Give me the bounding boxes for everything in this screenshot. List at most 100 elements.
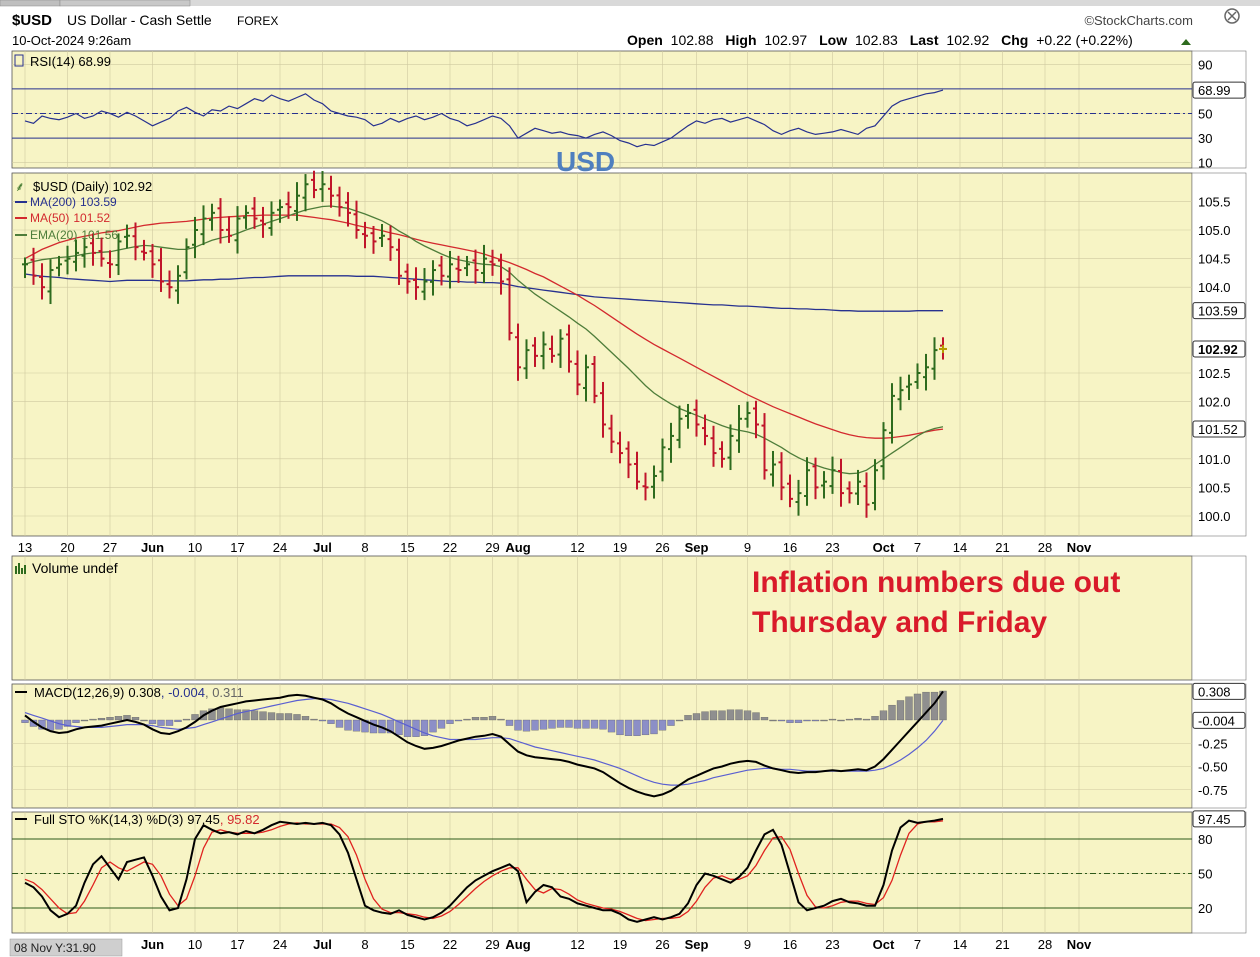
exchange: FOREX [237, 14, 278, 28]
macd-tick: -0.75 [1198, 783, 1228, 798]
x-axis-label: 26 [655, 540, 669, 555]
rsi-last-tag: 68.99 [1198, 83, 1231, 98]
x-axis-label: 28 [1038, 540, 1052, 555]
x-axis-label: 15 [400, 540, 414, 555]
x-axis-label: 10 [188, 937, 202, 952]
x-axis-label: 8 [361, 540, 368, 555]
instrument-name: US Dollar - Cash Settle [67, 12, 212, 28]
macd-histogram-bar [539, 719, 548, 730]
x-axis-label: 8 [361, 937, 368, 952]
x-axis-label: Nov [1067, 937, 1092, 952]
high-value: 102.97 [764, 32, 807, 48]
macd-histogram-bar [327, 719, 335, 724]
macd-histogram-bar [242, 709, 250, 721]
ma200-legend: MA(200) 103.59 [30, 195, 117, 209]
macd-histogram-bar [684, 715, 692, 721]
ohlc-readout: Open 102.88 High 102.97 Low 102.83 Last … [627, 32, 1133, 48]
macd-histogram-bar [803, 719, 811, 722]
macd-histogram-bar [403, 719, 412, 737]
macd-last-tag-box [1192, 682, 1246, 700]
macd-histogram-bar [769, 719, 777, 722]
rsi-last-tag-box [1192, 81, 1246, 99]
macd-histogram-bar [437, 719, 446, 729]
sto-axis-bg [1191, 811, 1247, 934]
macd-histogram-bar [522, 719, 531, 732]
macd-histogram-bar [284, 713, 293, 721]
x-axis-label: 10 [188, 540, 202, 555]
macd-panel-bg [11, 683, 1193, 809]
macd-histogram-bar [854, 717, 862, 721]
ema20-legend: EMA(20) 101.56 [30, 228, 118, 242]
macd-histogram-bar [97, 717, 106, 721]
x-axis-label: 21 [995, 937, 1009, 952]
y-axis-labels: 90 50 30 10 68.99 105.5 105.0 104.5 104.0 102.5 10… [1192, 57, 1246, 916]
macd-histogram-bar [879, 710, 888, 721]
macd-last-tag-box [1192, 711, 1246, 729]
chg-label: Chg [1001, 32, 1028, 48]
macd-histogram-bar [624, 719, 633, 736]
x-axis-label: 17 [230, 540, 244, 555]
sto-tick: 80 [1198, 832, 1212, 847]
x-axis-label: 12 [570, 540, 584, 555]
macd-histogram-bar [131, 717, 140, 721]
macd-last-tag: 0.308 [1198, 684, 1231, 699]
macd-histogram-bar [752, 712, 760, 721]
x-axis-label: 7 [914, 540, 921, 555]
x-axis-label: 17 [230, 937, 244, 952]
x-axis-label: 23 [825, 937, 839, 952]
macd-histogram-bar [157, 719, 165, 726]
x-axis-label: 14 [953, 540, 967, 555]
x-axis-label: Nov [1067, 540, 1092, 555]
close-icon[interactable] [1224, 8, 1240, 24]
ohlc-legend-icon: ⸙ [15, 179, 25, 194]
x-axis-label: Jun [141, 540, 164, 555]
price-panel-bg [11, 172, 1193, 537]
macd-histogram-bar [531, 719, 539, 731]
open-value: 102.88 [671, 32, 714, 48]
x-axis-label: Oct [873, 540, 895, 555]
macd-histogram-bar [913, 693, 922, 721]
macd-histogram-bar [471, 717, 480, 721]
price-last-tag-box [1192, 302, 1246, 320]
price-tick: 104.0 [1198, 280, 1231, 295]
macd-histogram-bar [658, 719, 667, 731]
macd-histogram-bar [582, 719, 590, 729]
low-value: 102.83 [855, 32, 898, 48]
datetime: 10-Oct-2024 9:26am [12, 33, 131, 48]
x-axis-label: 19 [613, 540, 627, 555]
macd-histogram-bar [599, 719, 607, 730]
macd-histogram-bar [633, 719, 641, 736]
x-axis-label: Sep [685, 540, 709, 555]
price-tick: 102.5 [1198, 366, 1231, 381]
rsi-tick: 30 [1198, 131, 1212, 146]
macd-histogram-bar [896, 700, 905, 721]
macd-histogram-bar [862, 718, 871, 721]
macd-histogram-bar [225, 708, 233, 721]
macd-histogram-bar [293, 714, 301, 721]
macd-axis-bg [1191, 683, 1247, 809]
macd-tick: -0.25 [1198, 736, 1228, 751]
macd-histogram-bar [573, 719, 582, 729]
x-axis-label: Sep [685, 937, 709, 952]
rsi-tick: 10 [1198, 156, 1212, 171]
x-axis-label: 24 [273, 540, 287, 555]
macd-histogram-bar [905, 696, 913, 721]
brand-logo: ©StockCharts.com [1084, 13, 1193, 28]
macd-histogram-bar [548, 719, 556, 729]
macd-histogram-bar [463, 718, 471, 721]
macd-histogram-bar [514, 719, 522, 731]
macd-histogram-bar [794, 719, 803, 723]
macd-histogram-bar [777, 719, 786, 722]
x-axis-label: 7 [914, 937, 921, 952]
macd-histogram-bar [641, 719, 650, 736]
x-axis-label: 13 [18, 540, 32, 555]
x-axis-label: Aug [505, 540, 530, 555]
macd-histogram-bar [72, 719, 80, 723]
x-axis-label: 14 [953, 937, 967, 952]
macd-histogram-bar [335, 719, 344, 728]
x-axis-label: 12 [570, 937, 584, 952]
macd-histogram-bar [675, 719, 684, 722]
stochastic-legend: Full STO %K(14,3) %D(3) 97.45, 95.82 [15, 812, 260, 827]
macd-histogram-bar [114, 716, 123, 721]
macd-histogram-bar [616, 719, 624, 736]
